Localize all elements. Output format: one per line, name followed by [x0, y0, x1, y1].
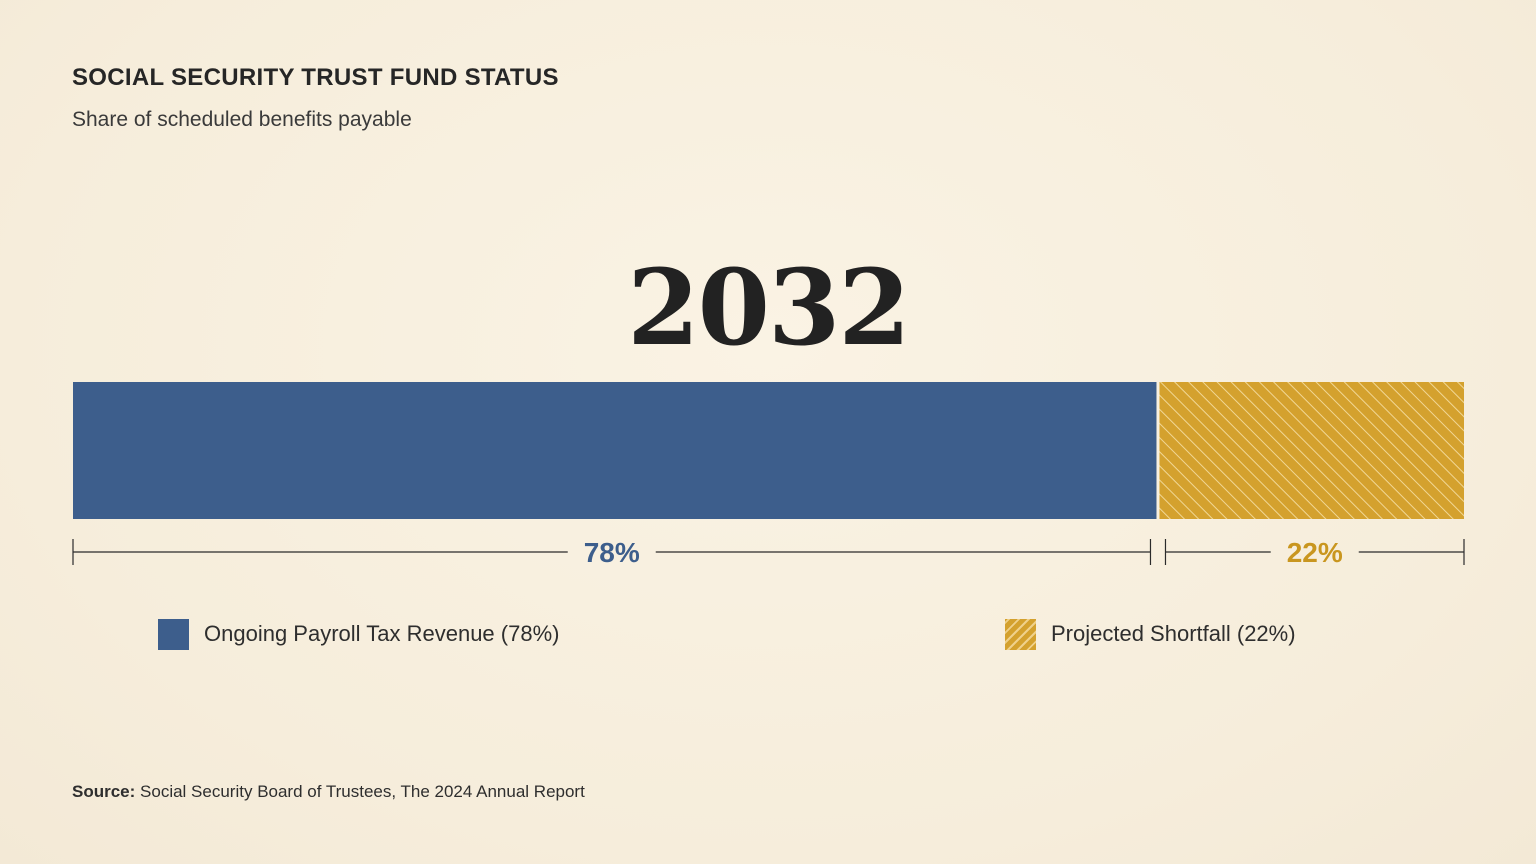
dimension-line-shortfall: 22% [1164, 537, 1465, 568]
legend-swatch-payroll [158, 618, 189, 650]
bar-segment-shortfall [1159, 382, 1464, 519]
legend-label-payroll: Ongoing Payroll Tax Revenue (78%) [204, 621, 560, 646]
source-prefix: Source: [72, 782, 136, 801]
dimension-line-payroll: 78% [72, 537, 1152, 568]
chart-title: SOCIAL SECURITY TRUST FUND STATUS [72, 64, 559, 91]
source-text: Social Security Board of Trustees, The 2… [140, 782, 585, 801]
legend-label-shortfall: Projected Shortfall (22%) [1051, 621, 1296, 646]
source-note: Source: Social Security Board of Trustee… [72, 782, 585, 802]
bar-segment-payroll [73, 382, 1157, 519]
legend-swatch-shortfall [1005, 618, 1036, 650]
chart-subtitle: Share of scheduled benefits payable [72, 108, 412, 131]
year-label: 2032 [627, 246, 910, 369]
legend-item-shortfall: Projected Shortfall (22%) [1005, 618, 1296, 650]
value-label-shortfall: 22% [1287, 537, 1343, 568]
value-label-payroll: 78% [584, 537, 640, 568]
legend-item-payroll: Ongoing Payroll Tax Revenue (78%) [158, 618, 559, 650]
